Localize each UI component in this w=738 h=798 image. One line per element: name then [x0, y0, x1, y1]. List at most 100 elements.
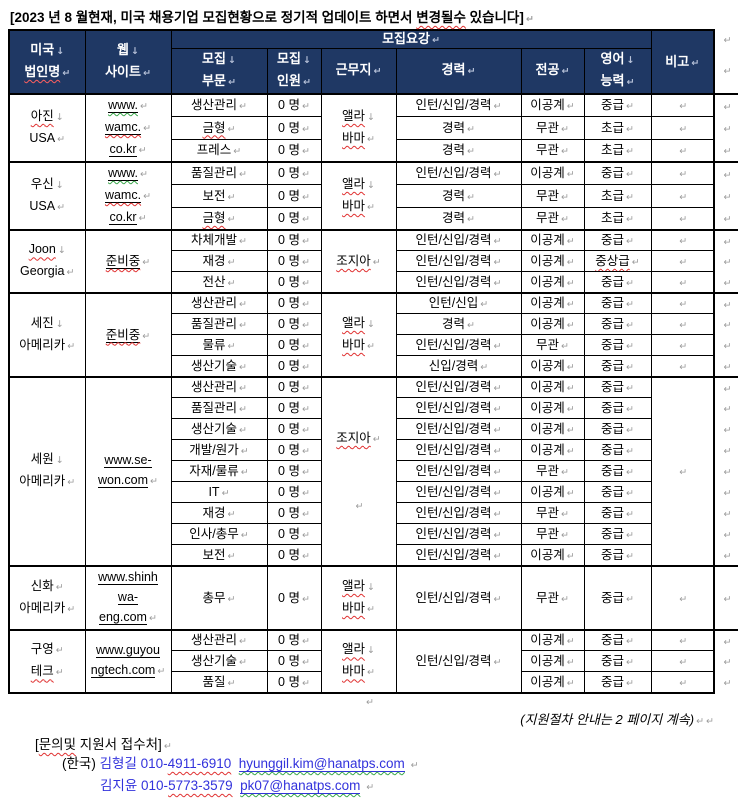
row-end-mark: ↵	[723, 509, 732, 521]
row-end-mark: ↵	[723, 123, 732, 135]
location-cell: 앨라 ↓ 바마 ↵	[320, 291, 397, 378]
count-cell: 0 명 ↵	[266, 564, 322, 631]
english-cell: 중급 ↵	[583, 92, 652, 118]
career-cell: 인턴/신입/경력 ↵	[395, 250, 522, 273]
english-cell: 중상급 ↵	[583, 250, 652, 273]
row-end-mark: ↵	[723, 425, 732, 437]
career-cell: 인턴/신입 ↵	[395, 291, 522, 315]
website-cell: 준비중 ↵	[84, 228, 172, 294]
english-cell: 중급 ↵	[583, 271, 652, 294]
location-cell: 앨라 ↓ 바마 ↵	[320, 564, 397, 631]
english-cell: 중급 ↵	[583, 460, 652, 483]
location-cell: 조지아 ↵ ↵	[320, 375, 397, 567]
note-cell: ↵	[650, 334, 715, 357]
col-header-dept: 모집 ↓ 부문 ↵	[170, 47, 268, 95]
dept-cell: 인사/총무 ↵	[170, 523, 268, 546]
row-end-mark: ↵	[723, 257, 732, 269]
dept-cell: 자재/물류 ↵	[170, 460, 268, 483]
row-end-mark: ↵	[723, 404, 732, 416]
website-cell: www.guyou ngtech.com ↵	[84, 628, 172, 694]
row-end-mark: ↵	[723, 361, 732, 373]
col-header-website: 웹 ↓ 사이트 ↵	[84, 29, 172, 95]
major-cell: 이공계 ↵	[520, 481, 585, 504]
english-cell: 중급 ↵	[583, 439, 652, 462]
location-cell: 앨라 ↓ 바마 ↵	[320, 628, 397, 694]
dept-cell: 생산관리 ↵	[170, 92, 268, 118]
major-cell: 무관 ↵	[520, 116, 585, 140]
row-end-mark: ↵	[723, 191, 732, 203]
english-cell: 중급 ↵	[583, 160, 652, 186]
count-cell: 0 명 ↵	[266, 671, 322, 694]
dept-cell: IT ↵	[170, 481, 268, 504]
career-cell: 인턴/신입/경력 ↵	[395, 271, 522, 294]
row-end-mark: ↵	[714, 160, 738, 185]
dept-cell: 생산기술 ↵	[170, 650, 268, 673]
dept-cell: 보전 ↵	[170, 544, 268, 567]
count-cell: 0 명 ↵	[266, 628, 322, 652]
location-cell: 앨라 ↓ 바마 ↵	[320, 92, 397, 163]
english-cell: 중급 ↵	[583, 671, 652, 694]
major-cell: 무관 ↵	[520, 138, 585, 163]
major-cell: 이공계 ↵	[520, 439, 585, 462]
contact-line-2: 김지윤 010-5773-3579 pk07@hanatps.com ↵	[100, 777, 375, 794]
career-cell: 인턴/신입/경력 ↵	[395, 523, 522, 546]
row-end-mark: ↵	[723, 657, 732, 669]
career-cell: 인턴/신입/경력 ↵	[395, 228, 522, 252]
continue-note: (지원절차 안내는 2 페이지 계속) ↵ ↵	[520, 711, 714, 727]
note-cell: ↵	[650, 355, 715, 378]
note-cell: ↵	[650, 250, 715, 273]
count-cell: 0 명 ↵	[266, 355, 322, 378]
major-cell: 이공계 ↵	[520, 418, 585, 441]
row-end-mark: ↵	[723, 320, 732, 332]
english-cell: 중급 ↵	[583, 564, 652, 631]
note-cell: ↵	[650, 116, 715, 140]
row-end-mark: ↵	[723, 467, 732, 479]
major-cell: 무관 ↵	[520, 206, 585, 231]
contact-email-link[interactable]: pk07@hanatps.com	[240, 777, 361, 794]
note-cell: ↵	[650, 650, 715, 673]
count-cell: 0 명 ↵	[266, 160, 322, 186]
company-name-cell: 우신 ↓ USA ↵	[8, 160, 86, 231]
count-cell: 0 명 ↵	[266, 439, 322, 462]
contact-section-title: [문의및 지원서 접수처] ↵	[35, 736, 172, 752]
count-cell: 0 명 ↵	[266, 291, 322, 315]
major-cell: 이공계 ↵	[520, 650, 585, 673]
career-cell: 인턴/신입/경력 ↵	[395, 92, 522, 118]
career-cell: 인턴/신입/경력 ↵	[395, 564, 522, 631]
dept-cell: 품질관리 ↵	[170, 397, 268, 420]
company-name-cell: 세원 ↓ 아메리카 ↵	[8, 375, 86, 567]
dept-cell: 품질 ↵	[170, 671, 268, 694]
major-cell: 이공계 ↵	[520, 375, 585, 399]
row-end-mark: ↵	[714, 628, 738, 651]
english-cell: 초급 ↵	[583, 184, 652, 208]
career-cell: 경력 ↵	[395, 116, 522, 140]
col-header-requirements-group: 모집요강 ↵	[170, 28, 652, 49]
dept-cell: 보전 ↵	[170, 184, 268, 208]
count-cell: 0 명 ↵	[266, 418, 322, 441]
note-cell: ↵	[650, 92, 715, 118]
count-cell: 0 명 ↵	[266, 650, 322, 673]
dept-cell: 품질관리 ↵	[170, 313, 268, 336]
career-cell: 인턴/신입/경력 ↵	[395, 160, 522, 186]
count-cell: 0 명 ↵	[266, 92, 322, 118]
count-cell: 0 명 ↵	[266, 116, 322, 140]
count-cell: 0 명 ↵	[266, 544, 322, 567]
english-cell: 중급 ↵	[583, 291, 652, 315]
career-cell: 신입/경력 ↵	[395, 355, 522, 378]
career-cell: 경력 ↵	[395, 184, 522, 208]
contact-phone: 010-4911-6910	[140, 755, 232, 771]
dept-cell: 금형 ↵	[170, 206, 268, 231]
dept-cell: 전산 ↵	[170, 271, 268, 294]
english-cell: 중급 ↵	[583, 313, 652, 336]
note-cell: ↵	[650, 184, 715, 208]
english-cell: 중급 ↵	[583, 481, 652, 504]
dept-cell: 재경 ↵	[170, 502, 268, 525]
major-cell: 이공계 ↵	[520, 228, 585, 252]
note-cell: ↵	[650, 206, 715, 231]
row-end-mark: ↵	[723, 488, 732, 500]
col-header-count: 모집 ↓ 인원 ↵	[266, 47, 322, 95]
major-cell: 이공계 ↵	[520, 160, 585, 186]
contact-email-link[interactable]: hyunggil.kim@hanatps.com	[238, 755, 405, 772]
career-cell: 경력 ↵	[395, 313, 522, 336]
website-cell: www.se-won.com ↵	[84, 375, 172, 567]
